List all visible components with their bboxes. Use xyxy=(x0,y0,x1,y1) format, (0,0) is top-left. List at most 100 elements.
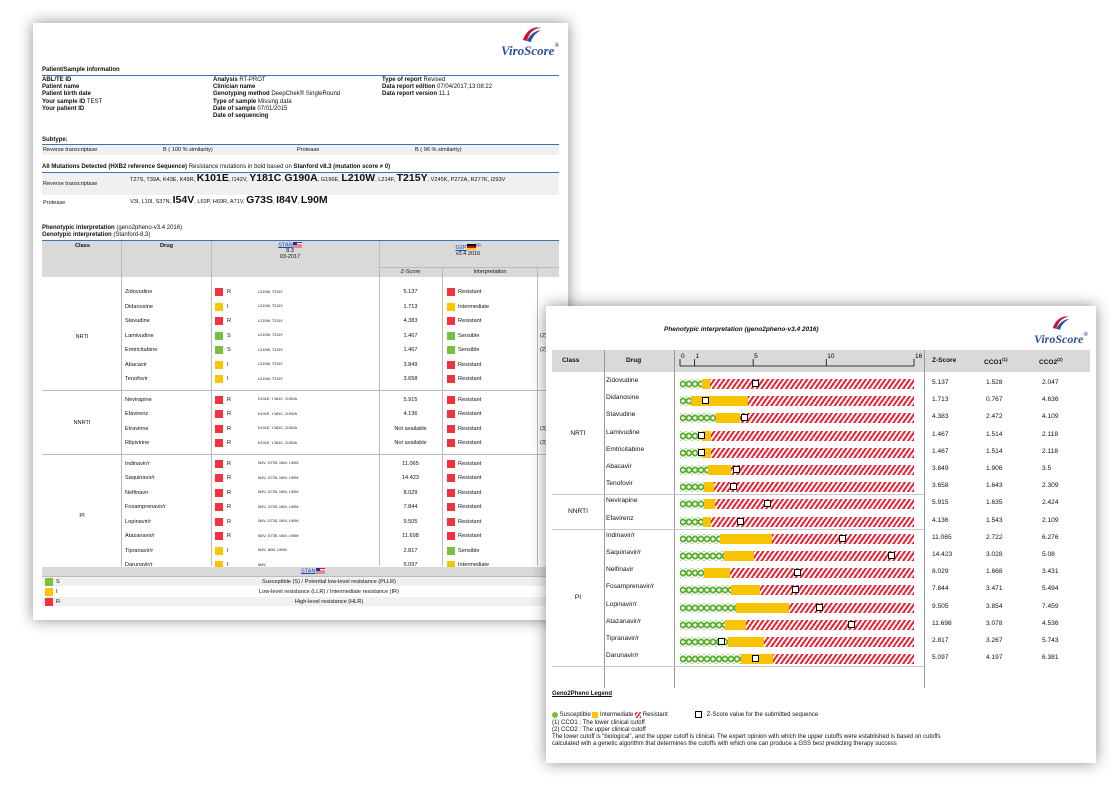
group-divider xyxy=(552,666,924,668)
stan-level-code: I xyxy=(227,361,229,368)
info-label: Patient name xyxy=(42,84,80,91)
drug-name: Lopinavir/r xyxy=(606,600,637,608)
section-divider xyxy=(42,240,559,241)
legend-code: S xyxy=(56,579,60,585)
cco1-value: 0.767 xyxy=(986,396,1003,404)
g2p-interp-swatch xyxy=(447,395,455,404)
cco2-value: 2.118 xyxy=(1042,430,1059,438)
resistant-segment xyxy=(713,482,914,493)
stan-level-code: I xyxy=(227,376,229,382)
g2p-interp-swatch xyxy=(447,288,455,296)
z-score: 3.658 xyxy=(932,482,949,490)
subtype-pr-label: Protease xyxy=(297,147,320,153)
mutations-rt-row xyxy=(42,173,559,195)
drug-name: Stavudine xyxy=(125,318,150,324)
g2p-note-4: calculated with a genetic algorithm that… xyxy=(552,741,897,747)
info-label: Your patient ID xyxy=(42,105,85,112)
susceptible-segment xyxy=(680,396,692,407)
intermediate-swatch-icon xyxy=(592,711,599,718)
g2p-interp-swatch xyxy=(447,424,455,433)
stan-mutations: L210W, T215Y xyxy=(258,289,284,294)
info-line: Analysis RT-PROT xyxy=(213,77,340,84)
info-line: Type of report Revised xyxy=(382,77,492,84)
z-score: 2.817 xyxy=(403,547,418,554)
info-line: Date of sample 07/01/2015 xyxy=(213,106,340,113)
g2p-interpretation: Sensible xyxy=(458,332,480,339)
stan-legend-link[interactable]: STAN xyxy=(301,568,316,575)
resistant-segment xyxy=(747,396,914,407)
g2p-interpretation: Resistant xyxy=(458,361,482,368)
info-value: Missing data xyxy=(256,98,292,105)
susceptible-segment xyxy=(680,413,717,424)
stan-level-code: R xyxy=(227,504,232,510)
z-score: 1.467 xyxy=(403,332,418,339)
mutation-text: V3I, L10I, S37N, xyxy=(130,199,173,205)
z-score: 11.065 xyxy=(402,460,419,467)
drug-name: Emtricitabine xyxy=(606,445,645,453)
g2p-interp-swatch xyxy=(447,410,455,418)
intermediate-segment xyxy=(704,482,714,493)
p2-divider xyxy=(604,350,605,688)
mutation-text: T27S, T39A, K43E, K49R, xyxy=(130,177,197,183)
stan-mutations: L210W, T215Y xyxy=(258,318,284,323)
drug-name: Didanosine xyxy=(606,394,639,402)
stan-link[interactable]: STAN xyxy=(278,242,293,249)
g2p-interpretation: Resistant xyxy=(458,440,482,446)
stan-mutations: K101E, Y181C, G190A xyxy=(258,426,297,430)
drug-class: NRTI xyxy=(570,430,586,438)
cco1-value: 1.514 xyxy=(986,447,1003,455)
g2p-link[interactable]: G2P xyxy=(455,244,467,251)
stan-level-code: R xyxy=(227,396,232,403)
drug-name: Saquinavir/r xyxy=(606,549,642,556)
section-divider xyxy=(42,144,559,145)
g2p-note-2: (2) CCO2 : The upper clinical cutoff xyxy=(552,727,646,733)
cco1-value: 3.471 xyxy=(986,585,1003,593)
resistance-mutation: L90M xyxy=(300,194,328,206)
subtype-row xyxy=(42,145,559,155)
geno-title-text: Genotypic interpretation xyxy=(42,232,112,238)
drug-name: Fosamprenavir/r xyxy=(125,504,166,510)
susceptible-segment xyxy=(680,585,731,596)
mutation-text: , xyxy=(281,177,285,183)
legend-zscore: Z-Score value for the submitted sequence xyxy=(706,712,819,719)
section-divider xyxy=(42,75,559,76)
drug-name: Emtricitabine xyxy=(125,347,158,353)
g2p-interp-swatch xyxy=(447,375,455,383)
legend-band xyxy=(42,577,559,586)
zscore-marker-icon xyxy=(702,397,710,405)
drug-name: Abacavir xyxy=(125,361,147,368)
mutations-title-mid: Resistance mutations in bold based on xyxy=(187,164,294,170)
zscore-marker-icon xyxy=(791,586,799,594)
resistant-segment xyxy=(773,654,914,665)
legend-swatch xyxy=(45,578,53,586)
z-score: 8.029 xyxy=(403,489,418,496)
group-divider xyxy=(42,389,559,391)
cco2-value: 2.118 xyxy=(1042,447,1059,455)
col-interp-header: Interpretation xyxy=(473,269,507,275)
mutation-text: , L63P, H69R, A71V, xyxy=(194,199,247,205)
mutation-text: , L214F, xyxy=(375,177,397,183)
stan-mutations: I54V, G73S, I84V, L90M xyxy=(258,504,299,509)
stan-level-swatch xyxy=(215,561,223,569)
zscore-marker-icon xyxy=(737,517,745,525)
zscore-marker-icon xyxy=(838,534,846,542)
g2p-interpretation: Resistant xyxy=(458,289,482,295)
drug-name: Nelfinavir xyxy=(125,489,149,496)
footnote-ref: (3) xyxy=(540,440,547,446)
susceptible-segment xyxy=(680,499,704,510)
footnote-ref: (2) xyxy=(540,347,547,353)
susceptible-swatch-icon xyxy=(552,711,558,718)
resistance-mutation: Y181C xyxy=(249,172,282,184)
zscore-marker-icon xyxy=(695,711,703,718)
z-score: 5.097 xyxy=(932,654,949,662)
mutations-title-bold2: Stanford v8.3 (mutation score ≠ 0) xyxy=(293,164,391,170)
stan-level-swatch xyxy=(215,360,223,369)
stan-level-swatch xyxy=(215,474,223,482)
section-divider xyxy=(42,172,559,173)
p2-col-cco2: CCO2(2) xyxy=(1039,357,1063,366)
de-flag-icon xyxy=(466,244,476,251)
g2p-note-1: (1) CCO1 : The lower clinical cutoff xyxy=(552,720,645,726)
stan-level-code: I xyxy=(227,562,229,568)
col-zscore-header: Z-Score xyxy=(400,269,421,275)
cco2-value: 5.494 xyxy=(1042,585,1059,593)
